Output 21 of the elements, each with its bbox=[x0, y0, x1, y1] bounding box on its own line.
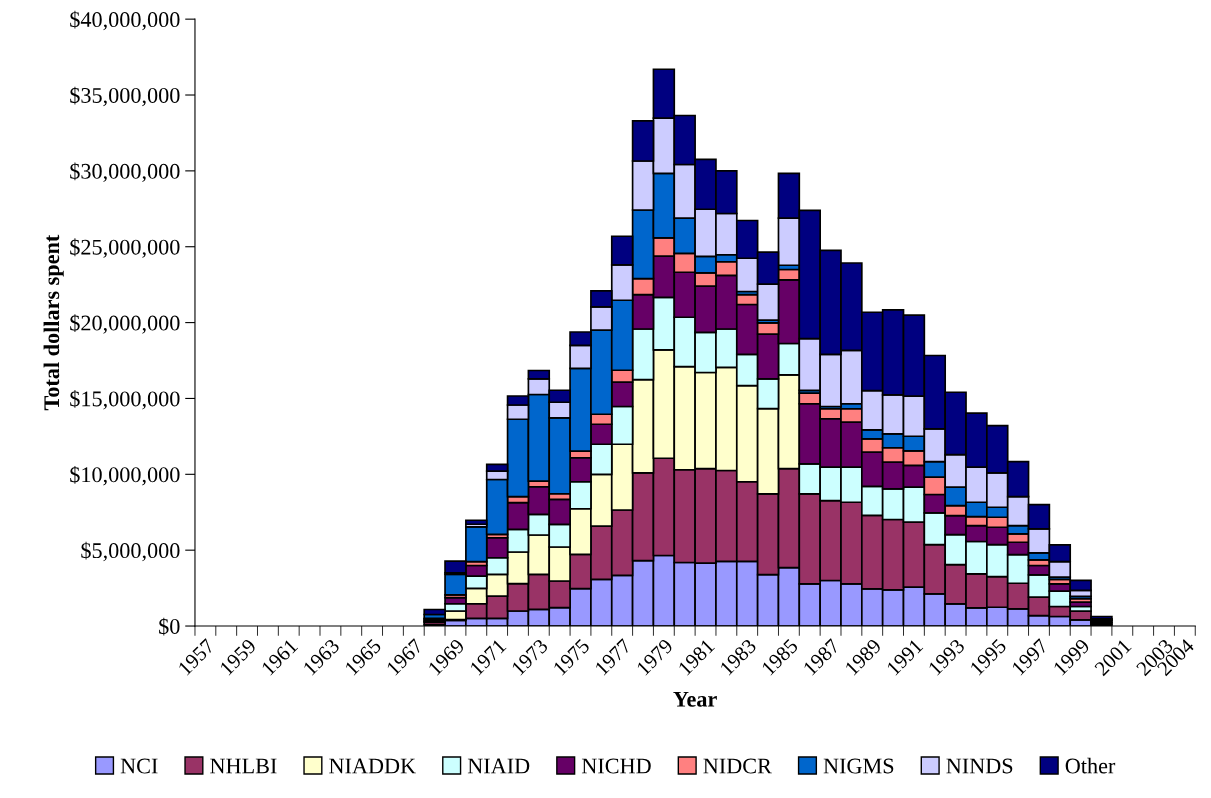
x-tick-label: 1991 bbox=[886, 638, 924, 676]
y-tick-label: $25,000,000 bbox=[70, 238, 180, 258]
y-tick-label: $40,000,000 bbox=[70, 10, 180, 31]
legend-label: Other bbox=[1065, 757, 1116, 774]
y-tick-label: $15,000,000 bbox=[70, 390, 180, 410]
y-tick-label: $5,000,000 bbox=[81, 541, 180, 562]
y-axis-title: Total dollars spent bbox=[43, 234, 64, 411]
legend-label: NIADDK bbox=[329, 758, 416, 774]
y-tick-label: $35,000,000 bbox=[70, 86, 180, 107]
legend-label: NINDS bbox=[946, 758, 1013, 774]
legend-label: NIDCR bbox=[703, 758, 772, 774]
y-tick-label: $0 bbox=[159, 617, 180, 636]
y-tick-label: $20,000,000 bbox=[70, 314, 180, 334]
y-tick-label: $10,000,000 bbox=[70, 465, 180, 486]
x-axis-title: Year bbox=[673, 691, 717, 707]
y-tick-label: $30,000,000 bbox=[70, 162, 180, 182]
legend-label: NHLBI bbox=[210, 758, 277, 774]
legend-label: NCI bbox=[120, 758, 158, 774]
legend-label: NIAID bbox=[467, 758, 530, 774]
legend-label: NICHD bbox=[581, 758, 651, 774]
legend-label: NIGMS bbox=[823, 758, 894, 774]
